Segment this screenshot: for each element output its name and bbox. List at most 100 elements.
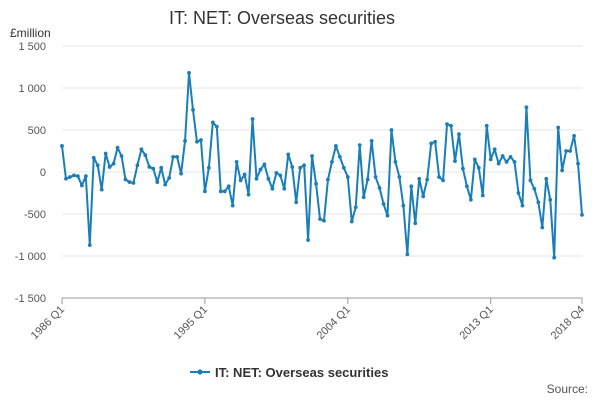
data-point <box>560 168 565 173</box>
x-tick-label: 2013 Q1 <box>457 304 495 342</box>
data-point <box>556 125 561 130</box>
data-point <box>310 154 314 158</box>
y-tick-label: -1 500 <box>15 293 46 305</box>
data-point <box>457 132 461 137</box>
data-point <box>580 212 584 217</box>
legend: IT: NET: Overseas securities <box>190 365 388 380</box>
data-point <box>214 124 219 129</box>
data-point <box>341 165 346 170</box>
data-point <box>286 152 291 157</box>
data-point <box>203 189 207 194</box>
data-point <box>357 143 362 148</box>
data-point <box>461 166 465 171</box>
data-point <box>111 161 116 166</box>
data-point <box>349 219 354 224</box>
y-tick-label: 1 500 <box>18 41 46 53</box>
data-point <box>496 161 501 166</box>
data-point <box>183 139 187 143</box>
data-point <box>508 154 513 159</box>
data-point <box>536 200 541 205</box>
x-tick-label: 2018 Q4 <box>549 304 587 342</box>
data-point <box>330 160 334 164</box>
data-point <box>238 178 243 183</box>
data-point <box>60 144 64 148</box>
legend-dot-swatch <box>197 369 203 375</box>
data-point <box>139 147 144 152</box>
data-point <box>306 238 311 242</box>
data-point <box>548 197 553 202</box>
data-point <box>524 105 529 110</box>
data-point <box>262 162 267 167</box>
data-point <box>199 138 203 142</box>
data-point <box>75 174 80 179</box>
data-point <box>385 213 390 218</box>
data-point <box>151 166 156 171</box>
x-tick-label: 1995 Q1 <box>172 304 210 342</box>
data-point <box>441 178 445 183</box>
data-point <box>464 184 469 189</box>
data-point <box>572 133 576 138</box>
data-point <box>425 177 430 182</box>
data-point <box>103 151 108 156</box>
data-point <box>234 160 239 164</box>
chart-title: IT: NET: Overseas securities <box>169 8 395 28</box>
y-tick-label: 500 <box>28 125 46 137</box>
data-point <box>83 174 88 179</box>
series-points <box>60 70 584 260</box>
gridlines <box>62 45 582 299</box>
data-point <box>468 197 473 202</box>
data-point <box>282 186 287 191</box>
data-point <box>115 145 120 150</box>
data-point <box>143 153 148 158</box>
data-point <box>298 165 303 170</box>
data-point <box>210 120 215 125</box>
data-point <box>520 203 525 208</box>
data-point <box>242 172 247 177</box>
data-point <box>87 243 92 247</box>
data-point <box>163 182 168 187</box>
data-point <box>72 173 76 178</box>
data-point <box>187 70 191 75</box>
legend-label: IT: NET: Overseas securities <box>215 365 388 380</box>
data-point <box>195 139 199 144</box>
x-tick-label: 1986 Q1 <box>29 304 67 342</box>
data-point <box>119 154 124 158</box>
data-point <box>99 187 104 192</box>
data-point <box>159 165 164 170</box>
data-point <box>250 117 255 121</box>
x-tick-label: 2004 Q1 <box>315 304 353 342</box>
data-point <box>500 154 505 158</box>
data-point <box>564 149 569 153</box>
data-point <box>437 175 441 179</box>
data-point <box>68 175 72 179</box>
data-point <box>191 107 195 112</box>
data-point <box>107 165 112 169</box>
data-point <box>492 147 497 152</box>
unit-label: £million <box>10 26 51 40</box>
data-point <box>449 123 453 128</box>
data-point <box>175 154 180 159</box>
data-point <box>480 193 485 198</box>
series-line <box>61 71 583 259</box>
data-point <box>365 177 370 182</box>
data-point <box>266 176 271 181</box>
data-point <box>171 154 176 159</box>
data-point <box>528 178 533 183</box>
data-point <box>401 203 406 208</box>
data-point <box>381 202 386 206</box>
data-point <box>95 163 100 168</box>
data-point <box>222 189 227 194</box>
data-point <box>552 255 557 260</box>
data-point <box>576 161 580 166</box>
data-point <box>421 194 426 199</box>
data-point <box>294 200 299 205</box>
data-point <box>540 225 545 230</box>
data-point <box>127 180 132 184</box>
data-point <box>322 218 326 223</box>
data-point <box>512 160 517 164</box>
data-point <box>135 163 140 168</box>
data-point <box>433 139 438 144</box>
data-point <box>373 175 378 179</box>
data-point <box>361 195 366 200</box>
